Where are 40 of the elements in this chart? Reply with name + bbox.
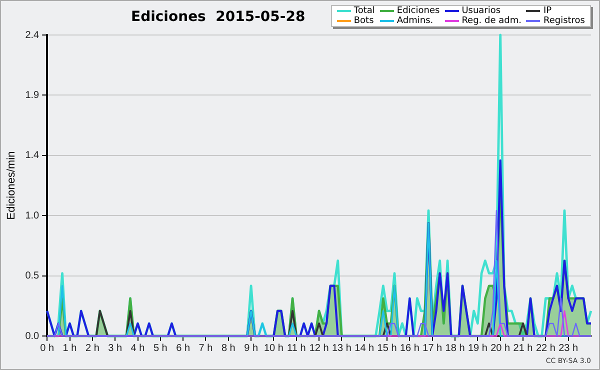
- y-axis-title: Ediciones/min: [6, 151, 18, 220]
- x-tick-label: 21 h: [513, 342, 533, 354]
- chart-title: Ediciones 2015-05-28: [131, 9, 306, 25]
- x-tick-label: 16 h: [400, 342, 420, 354]
- y-tick-label: 1.9: [25, 90, 40, 101]
- y-tick-label: 0.5: [25, 270, 40, 282]
- legend-label: Admins.: [396, 16, 434, 26]
- y-tick-label: 0.0: [25, 330, 40, 342]
- x-tick-label: 4 h: [130, 342, 145, 354]
- x-tick-label: 11 h: [287, 342, 306, 354]
- legend-label: Reg. de adm.: [462, 16, 522, 26]
- legend-label: Total: [354, 6, 375, 16]
- x-tick-label: 10 h: [264, 342, 284, 354]
- x-tick-label: 13 h: [332, 342, 352, 354]
- x-tick-label: 5 h: [153, 342, 168, 354]
- x-tick-label: 2 h: [85, 342, 100, 354]
- x-tick-label: 3 h: [108, 342, 122, 354]
- x-tick-label: 0 h: [40, 342, 54, 354]
- legend-label: Usuarios: [462, 6, 501, 16]
- x-tick-label: 23 h: [558, 342, 578, 354]
- x-tick-label: 8 h: [221, 342, 236, 354]
- legend-label: Registros: [543, 16, 585, 26]
- x-tick-label: 12 h: [309, 342, 329, 354]
- x-tick-label: 18 h: [445, 342, 465, 354]
- x-tick-label: 7 h: [198, 342, 213, 354]
- y-tick-label: 1.0: [25, 210, 40, 222]
- x-tick-label: 14 h: [354, 342, 374, 354]
- y-tick-label: 1.4: [25, 150, 40, 162]
- x-tick-label: 20 h: [490, 342, 510, 354]
- x-tick-label: 9 h: [244, 342, 258, 354]
- legend-label: IP: [543, 6, 552, 16]
- x-tick-label: 22 h: [536, 342, 556, 354]
- legend-label: Bots: [354, 16, 374, 26]
- x-tick-label: 15 h: [377, 342, 397, 354]
- x-tick-label: 1 h: [62, 342, 77, 354]
- x-tick-label: 17 h: [422, 342, 442, 354]
- legend-label: Ediciones: [396, 6, 440, 16]
- x-tick-label: 6 h: [176, 342, 190, 354]
- x-tick-label: 19 h: [468, 342, 488, 354]
- y-tick-label: 2.4: [25, 30, 40, 41]
